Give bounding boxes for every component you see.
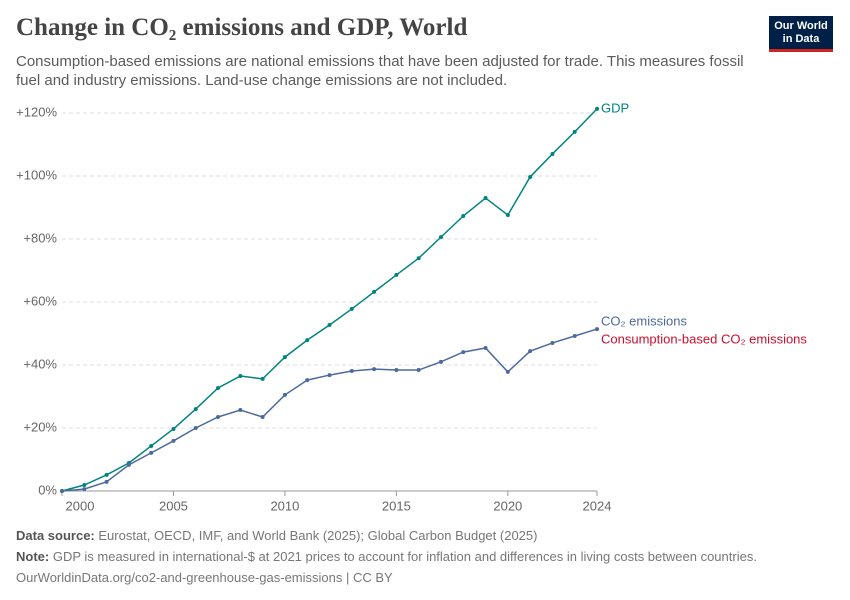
point <box>327 373 332 378</box>
logo-line: in Data <box>782 33 820 45</box>
point <box>216 385 221 390</box>
point <box>461 214 466 219</box>
logo-line: Our World <box>774 20 828 32</box>
point <box>60 489 64 493</box>
point <box>238 374 243 379</box>
point <box>149 443 154 448</box>
point <box>528 174 533 179</box>
point <box>216 414 221 419</box>
x-tick-label: 2005 <box>159 498 188 513</box>
point <box>372 289 377 294</box>
point <box>349 306 354 311</box>
point <box>572 129 577 134</box>
point <box>595 106 599 111</box>
chart-subtitle: Consumption-based emissions are national… <box>16 53 744 89</box>
note-text: GDP is measured in international-$ at 20… <box>52 549 757 564</box>
note: Note: GDP is measured in international-$… <box>16 549 757 564</box>
y-tick-label: +80% <box>23 230 57 245</box>
y-tick-label: +20% <box>23 419 57 434</box>
point <box>82 487 87 492</box>
point <box>416 368 421 373</box>
point <box>550 340 555 345</box>
point <box>595 327 599 332</box>
point <box>327 322 332 327</box>
point <box>104 479 109 484</box>
y-tick-label: +120% <box>16 104 57 119</box>
point <box>528 349 533 354</box>
point <box>416 256 421 261</box>
series-line <box>61 328 598 492</box>
point <box>238 408 243 413</box>
point <box>550 151 555 156</box>
y-tick-label: +60% <box>23 293 57 308</box>
point <box>282 392 287 397</box>
point <box>394 368 399 373</box>
x-tick-label: 2010 <box>270 498 299 513</box>
source-label: Data source: <box>16 528 95 543</box>
legend-label: CO₂ emissions <box>601 314 687 329</box>
point <box>305 378 310 383</box>
point <box>505 213 510 218</box>
point <box>394 272 399 277</box>
legend-label: Consumption-based CO₂ emissions <box>601 332 807 347</box>
logo[interactable]: Our World in Data <box>769 16 833 52</box>
point <box>349 368 354 373</box>
point <box>438 359 443 364</box>
point <box>572 334 577 339</box>
url: OurWorldinData.org/co2-and-greenhouse-ga… <box>16 570 393 585</box>
point <box>193 407 198 412</box>
point <box>438 235 443 240</box>
x-tick-label: 2020 <box>493 498 522 513</box>
point <box>260 376 265 381</box>
source: Data source: Eurostat, OECD, IMF, and Wo… <box>16 528 537 543</box>
point <box>260 414 265 419</box>
point <box>483 345 488 350</box>
point <box>82 483 87 488</box>
note-label: Note: <box>16 549 50 564</box>
source-text: Eurostat, OECD, IMF, and World Bank (202… <box>98 528 538 543</box>
x-tick-label: 2015 <box>382 498 411 513</box>
x-tick-label: 2024 <box>583 498 612 513</box>
series-line <box>61 108 598 492</box>
point <box>505 369 510 374</box>
point <box>193 426 198 430</box>
chart-title: Change in CO₂ emissions and GDP, World <box>16 14 468 41</box>
point <box>372 367 377 372</box>
y-tick-label: +40% <box>23 356 57 371</box>
x-tick-label: 2000 <box>66 498 95 513</box>
point <box>149 450 154 455</box>
point <box>171 426 176 431</box>
point <box>171 438 176 443</box>
y-tick-label: +100% <box>16 167 57 182</box>
point <box>104 472 109 477</box>
point <box>461 350 466 355</box>
point <box>305 338 310 343</box>
y-tick-label: 0% <box>38 482 57 497</box>
point <box>483 196 488 201</box>
legend-label: GDP <box>601 100 629 115</box>
point <box>126 462 131 467</box>
point <box>282 355 287 360</box>
